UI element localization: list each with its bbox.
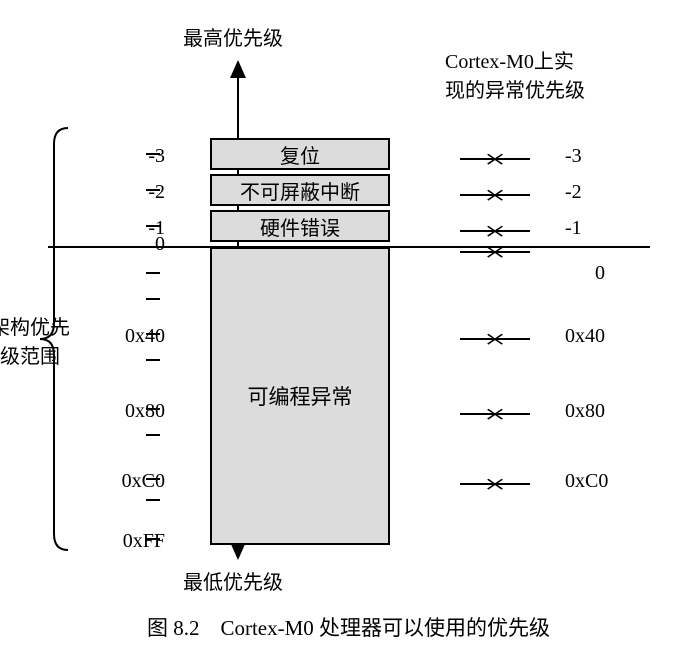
priority-diagram: 最高优先级最低优先级 架构优先级范围 Cortex-M0上实现的异常优先级 -3 复位 ×…	[0, 0, 697, 659]
arch-range-label: 架构优先级范围	[0, 311, 90, 369]
right-val-prog-2: 0xC0	[565, 470, 608, 493]
right-val-fixed-1: -2	[565, 181, 582, 204]
left-prog-0: 0x40	[95, 325, 165, 348]
xmark-prog-2: ×	[460, 472, 530, 496]
right-val-fixed-2: -1	[565, 217, 582, 240]
fixed-box-0: 复位	[210, 138, 390, 170]
left-priority-1: -2	[105, 181, 165, 204]
xmark-fixed-0: ×	[460, 147, 530, 171]
left-priority-0: -3	[105, 145, 165, 168]
xmark-prog-0: ×	[460, 327, 530, 351]
programmable-box: 可编程异常	[210, 247, 390, 545]
xmark-zero: ×	[460, 240, 530, 264]
fixed-box-2: 硬件错误	[210, 210, 390, 242]
right-val-prog-0: 0x40	[565, 325, 605, 348]
bottom-priority-label: 最低优先级	[183, 566, 283, 595]
right-val-zero: 0	[595, 262, 605, 285]
left-prog-3: 0xFF	[95, 530, 165, 553]
xmark-prog-1: ×	[460, 402, 530, 426]
fixed-box-1: 不可屏蔽中断	[210, 174, 390, 206]
left-priority-zero: 0	[105, 233, 165, 256]
figure-caption: 图 8.2 Cortex-M0 处理器可以使用的优先级	[0, 612, 697, 642]
left-prog-1: 0x80	[95, 400, 165, 423]
right-header: Cortex-M0上实现的异常优先级	[445, 45, 585, 103]
left-prog-2: 0xC0	[95, 470, 165, 493]
xmark-fixed-1: ×	[460, 183, 530, 207]
right-val-prog-1: 0x80	[565, 400, 605, 423]
top-priority-label: 最高优先级	[183, 22, 283, 51]
right-val-fixed-0: -3	[565, 145, 582, 168]
